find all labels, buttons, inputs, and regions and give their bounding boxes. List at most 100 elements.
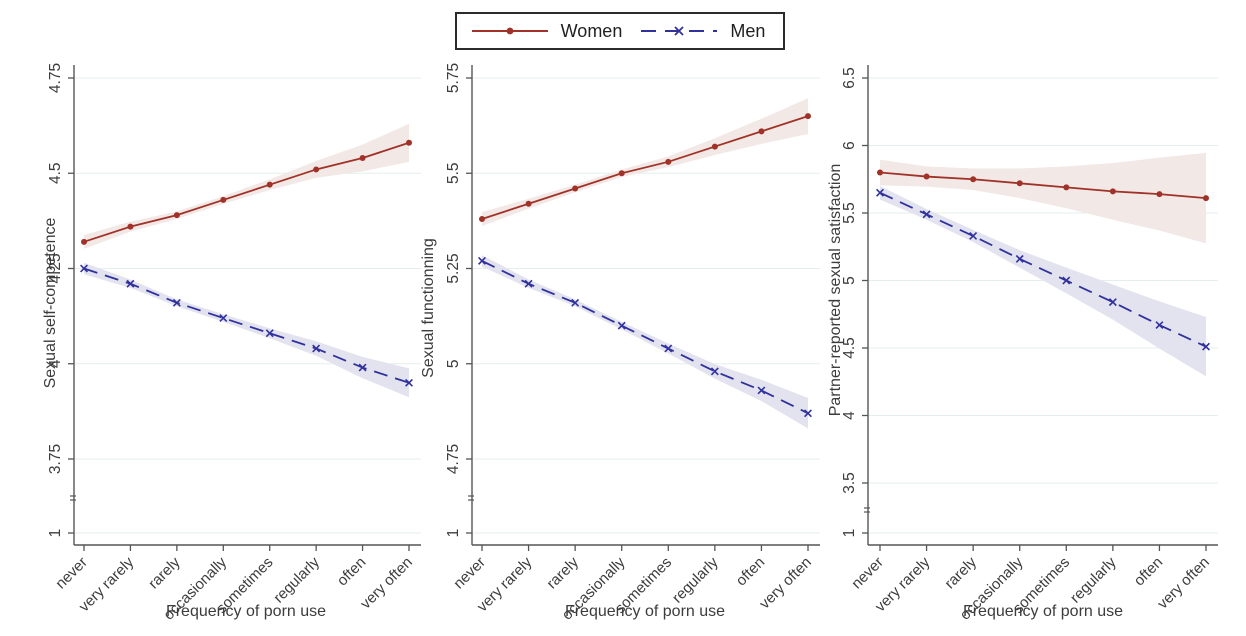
y-tick-label: 5.5 [445,162,462,184]
x-tick-label: rarely [941,553,980,592]
women-marker-circle-icon [127,223,134,230]
men-marker-x-icon [757,386,766,395]
men-marker-x-icon [1202,342,1210,351]
x-tick-label: never [450,554,489,593]
women-marker-circle-icon [665,158,672,165]
y-tick-label: 4.25 [47,253,64,283]
men-line-sample-icon [641,26,718,36]
men-ci-band [880,186,1206,377]
women-marker-circle-icon [805,113,811,120]
x-tick-label: rarely [145,553,184,592]
men-marker-x-icon [126,279,135,288]
women-marker-circle-icon [81,238,87,245]
y-tick-label: 4.5 [841,337,858,359]
y-tick-label: 1 [841,529,858,538]
women-marker-circle-icon [1063,184,1070,191]
women-marker-circle-icon [970,176,977,183]
women-marker-circle-icon [711,143,718,150]
x-axis-title-panel-3: Frequency of porn use [962,603,1124,620]
women-marker-circle-icon [1016,180,1023,187]
men-marker-x-icon [876,188,884,197]
men-line-path [83,267,410,384]
y-axis-title-panel-2: Sexual functionning [420,238,437,378]
x-tick-label: often [334,554,370,590]
y-tick-label: 3.5 [841,472,858,494]
women-ci-band [880,152,1206,244]
y-tick-label: 5.5 [841,202,858,224]
women-marker-circle-icon [1109,188,1116,195]
men-marker-x-icon [1015,254,1024,263]
x-tick-label: never [848,554,887,593]
men-marker-x-icon [312,344,321,353]
women-marker-circle-icon [618,170,625,177]
men-marker-x-icon [922,210,931,219]
y-axis-title-panel-1: Sexual self-competence [42,217,59,389]
x-tick-label: often [1131,554,1167,590]
men-marker-x-icon [1108,298,1117,307]
men-line-path [879,191,1207,348]
x-tick-label: regularly [669,553,722,606]
men-marker-x-icon [969,231,978,240]
men-marker-x-icon [1155,321,1164,330]
y-tick-label: 1 [445,529,462,538]
women-marker-circle-icon [359,155,366,162]
women-marker-circle-icon [525,200,532,207]
y-tick-label: 6 [841,141,858,150]
women-marker-circle-icon [1203,195,1209,202]
y-tick-label: 1 [47,529,64,538]
women-marker-circle-icon [758,128,765,135]
y-tick-label: 4 [841,411,858,420]
women-marker-circle-icon [313,166,320,173]
women-marker-circle-icon [220,196,227,203]
legend-label-women: Women [560,21,623,41]
women-marker-circle-icon [406,139,412,146]
women-marker-circle-icon [1156,191,1163,198]
men-marker-x-icon [617,321,626,330]
women-line-path [83,141,410,243]
men-marker-x-icon [80,264,88,273]
women-ci-band [482,98,808,226]
men-marker-x-icon [219,314,228,322]
legend-box: Women Men [455,12,785,50]
x-tick-label: often [733,554,769,590]
men-marker-x-icon [664,344,673,353]
x-axis-title-panel-1: Frequency of porn use [165,603,327,620]
women-line-sample-icon [471,27,548,35]
y-tick-label: 4 [47,359,64,368]
men-marker-x-icon [524,279,533,288]
y-tick-label: 6.5 [841,67,858,89]
men-marker-x-icon [265,329,274,338]
x-tick-label: regularly [270,553,323,606]
axis-break-mark [864,507,870,513]
y-tick-label: 4.75 [445,444,462,474]
men-line-path [481,260,809,415]
x-axis-title-panel-2: Frequency of porn use [564,603,726,620]
y-tick-label: 5.25 [445,253,462,283]
men-marker-x-icon [358,363,367,372]
men-marker-x-icon [405,378,413,387]
x-tick-label: rarely [543,553,582,592]
women-marker-circle-icon [923,173,930,180]
men-ci-band [84,262,409,398]
axis-break-mark [468,495,474,501]
y-tick-label: 4.5 [47,162,64,184]
men-marker-x-icon [571,298,580,307]
women-marker-circle-icon [479,215,485,222]
axis-break-mark [70,495,76,501]
women-marker-circle-icon [877,169,883,176]
legend-label-men: Men [730,21,766,41]
y-tick-label: 5 [841,276,858,285]
y-tick-label: 3.75 [47,444,64,474]
women-marker-circle-icon [266,181,273,188]
x-tick-label: regularly [1067,553,1120,606]
y-axis-title-panel-3: Partner-reported sexual satisfaction [827,163,844,417]
women-line-path [481,115,809,220]
x-tick-label: never [52,554,91,593]
y-tick-label: 4.75 [47,63,64,93]
men-marker-x-icon [478,256,486,265]
